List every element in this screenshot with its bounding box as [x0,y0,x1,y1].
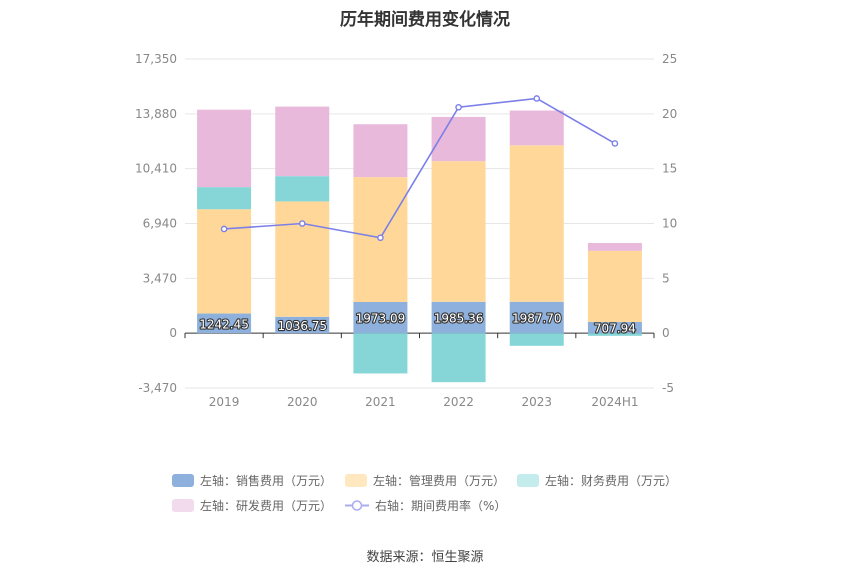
right-axis-tick-label: -5 [662,381,674,395]
bar-segment-series-1 [275,201,330,317]
rate-point [611,140,619,147]
data-label-sales: 707.94 [594,322,636,336]
right-axis-tick-label: 5 [662,271,670,285]
right-axis-tick-label: 10 [662,217,677,231]
x-axis-tick-label: 2024H1 [591,395,638,409]
bar-segment-series-0 [431,301,486,334]
bar-segment-series-1 [197,209,252,314]
rate-point [377,234,384,242]
bar-segment-series-0 [587,321,642,334]
bar-segment-series-3 [353,124,408,178]
rate-point [533,95,541,102]
bar-segment-series-3 [431,116,486,162]
right-axis-tick-label: 20 [662,107,677,121]
bar-segment-series-0 [197,313,252,334]
legend-item-finance[interactable]: 左轴：财务费用（万元） [517,472,677,489]
bar-segment-series-2 [275,176,330,202]
axes: 17,35013,88010,4106,9403,4700-3,47025201… [135,52,677,409]
bar-segment-series-3 [275,106,330,177]
x-axis-tick-label: 2021 [365,395,396,409]
legend-item-rate[interactable]: 右轴：期间费用率（%） [345,497,506,514]
left-axis-tick-label: 0 [169,326,177,340]
bar-segment-series-2 [353,333,408,374]
legend-item-rnd[interactable]: 左轴：研发费用（万元） [172,497,332,514]
rate-point [298,220,306,227]
x-axis-tick-label: 2019 [209,395,240,409]
bar-segment-series-2 [509,333,564,346]
rate-line-series [220,95,619,242]
legend-swatch-admin [345,474,367,487]
rate-point [455,103,462,111]
x-axis-tick-label: 2022 [443,395,474,409]
bar-segment-series-0 [509,301,564,334]
data-label-sales: 1987.70 [512,311,562,325]
legend-item-admin[interactable]: 左轴：管理费用（万元） [345,472,505,489]
legend-swatch-finance [517,474,539,487]
legend-swatch-rnd [172,499,194,512]
bar-segment-series-2 [197,187,252,210]
data-label-sales: 1036.75 [277,319,327,333]
chart-title: 历年期间费用变化情况 [340,10,510,30]
bar-segment-series-0 [353,301,408,334]
legend-label-rnd: 左轴：研发费用（万元） [200,499,333,513]
left-axis-tick-label: 17,350 [135,52,177,66]
rate-line [224,97,616,239]
bar-segment-series-1 [509,145,564,302]
left-axis-tick-label: -3,470 [138,381,177,395]
left-axis-tick-label: 3,470 [143,271,177,285]
legend-label-rate: 右轴：期间费用率（%） [375,499,507,513]
rate-point [220,225,228,233]
bar-segment-series-3 [197,109,252,188]
right-axis-tick-label: 25 [662,52,677,66]
bar-segment-series-2 [431,333,486,383]
data-label-sales: 1985.36 [434,311,484,325]
legend-label-sales: 左轴：销售费用（万元） [200,474,333,488]
bar-segment-series-2 [587,333,642,336]
legend-swatch-sales [172,474,194,487]
legend-swatch-rate [345,500,369,511]
left-axis-tick-label: 6,940 [143,217,177,231]
bar-segment-series-1 [587,250,642,322]
data-label-sales: 1242.45 [199,317,249,331]
data-label-sales: 1973.09 [356,312,406,326]
legend-item-sales[interactable]: 左轴：销售费用（万元） [172,472,332,489]
data-labels: 1242.45 1036.75 1973.09 1985.36 1987.70 707.9… [198,310,637,336]
legend-label-admin: 左轴：管理费用（万元） [373,474,506,488]
left-axis-tick-label: 13,880 [135,107,177,121]
left-axis-tick-label: 10,410 [135,162,177,176]
x-axis-tick-label: 2023 [521,395,552,409]
bar-segment-series-3 [587,242,642,251]
x-axis-tick-label: 2020 [287,395,318,409]
source-note: 数据来源：恒生聚源 [366,550,484,565]
bar-segment-series-1 [431,161,486,302]
bar-series [197,106,642,383]
grid-lines [185,58,654,389]
right-axis-tick-label: 0 [662,326,670,340]
legend-label-finance: 左轴：财务费用（万元） [545,474,678,488]
bar-segment-series-0 [275,316,330,334]
bar-segment-series-3 [509,110,564,146]
right-axis-tick-label: 15 [662,162,677,176]
